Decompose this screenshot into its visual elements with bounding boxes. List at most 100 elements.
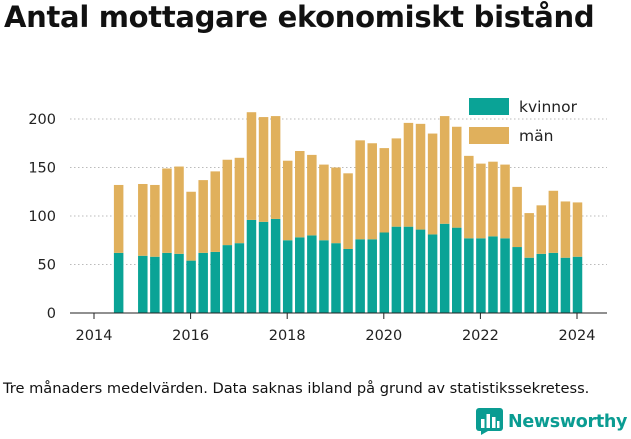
y-tick-label: 100 — [28, 209, 56, 225]
y-tick-label: 0 — [47, 306, 56, 322]
bar-kvinnor — [295, 237, 305, 313]
bar-kvinnor — [427, 234, 438, 313]
bar-man — [355, 140, 365, 240]
bar-kvinnor — [548, 252, 559, 313]
bar-man — [319, 164, 329, 241]
bar-kvinnor — [222, 245, 233, 313]
bar-kvinnor — [186, 260, 196, 313]
bar-chart-logo-icon — [476, 408, 503, 435]
bar-man — [258, 117, 269, 222]
bar-man — [174, 166, 184, 254]
bar-man — [150, 184, 160, 257]
bar-kvinnor — [572, 256, 583, 313]
bars — [113, 112, 583, 313]
bar-kvinnor — [379, 232, 390, 313]
bar-kvinnor — [162, 252, 172, 313]
axes: 0 50 100 150 200 2014 2016 2018 2020 2022 2024 — [28, 112, 607, 344]
bar-man — [439, 116, 450, 224]
bar-kvinnor — [282, 240, 293, 313]
bar-kvinnor — [415, 229, 426, 313]
chart: 0 50 100 150 200 2014 2016 2018 2020 2022 2024 kvi… — [28, 98, 607, 344]
bar-man — [548, 190, 559, 253]
chart-caption: Tre månaders medelvärden. Data saknas ib… — [3, 380, 590, 397]
bar-man — [488, 161, 498, 237]
bar-kvinnor — [355, 239, 365, 313]
x-tick-label: 2018 — [269, 328, 306, 344]
bar-kvinnor — [488, 236, 498, 313]
bar-man — [331, 167, 341, 244]
legend-label-kvinnor: kvinnor — [519, 98, 578, 116]
bar-man — [222, 159, 233, 246]
bar-kvinnor — [210, 251, 220, 313]
y-tick-label: 200 — [28, 112, 56, 128]
bar-man — [307, 154, 317, 236]
bar-man — [379, 148, 390, 233]
bar-man — [536, 205, 547, 254]
y-tick-label: 150 — [28, 161, 56, 177]
bar-man — [138, 183, 148, 256]
bar-man — [427, 133, 438, 235]
bar-kvinnor — [343, 248, 353, 313]
bar-man — [270, 116, 281, 219]
bar-man — [572, 202, 583, 257]
bar-kvinnor — [476, 238, 486, 313]
y-tick-label: 50 — [38, 258, 56, 274]
bar-man — [452, 126, 462, 228]
bar-kvinnor — [452, 227, 462, 313]
bar-kvinnor — [234, 243, 245, 313]
brand-name: Newsworthy — [508, 411, 628, 432]
x-tick-label: 2016 — [172, 328, 209, 344]
bar-man — [198, 180, 208, 253]
bar-kvinnor — [150, 256, 160, 313]
x-tick-label: 2022 — [462, 328, 499, 344]
bar-man — [500, 164, 510, 239]
bar-kvinnor — [391, 226, 402, 313]
bar-kvinnor — [439, 223, 450, 313]
bar-man — [560, 201, 571, 258]
x-tick-label: 2014 — [76, 328, 113, 344]
bar-kvinnor — [512, 247, 522, 313]
bar-kvinnor — [138, 255, 148, 313]
x-tick-label: 2024 — [559, 328, 596, 344]
legend-label-man: män — [519, 127, 553, 145]
bar-kvinnor — [536, 253, 547, 313]
bar-man — [524, 213, 534, 258]
legend-swatch-kvinnor — [469, 98, 509, 115]
bar-man — [415, 123, 426, 230]
bar-man — [113, 184, 124, 253]
bar-kvinnor — [403, 226, 414, 313]
bar-kvinnor — [464, 238, 474, 313]
newsworthy-brand: Newsworthy — [476, 408, 627, 435]
legend: kvinnor män — [469, 98, 578, 145]
bar-kvinnor — [198, 252, 208, 313]
bar-man — [403, 122, 414, 227]
bar-man — [295, 151, 305, 238]
bar-kvinnor — [258, 221, 269, 313]
legend-swatch-man — [469, 127, 509, 144]
bar-man — [246, 112, 257, 220]
bar-man — [391, 138, 402, 227]
bar-man — [367, 143, 377, 240]
bar-man — [186, 191, 196, 261]
bar-kvinnor — [319, 240, 329, 313]
bar-kvinnor — [560, 257, 571, 313]
bar-kvinnor — [307, 235, 317, 313]
bar-man — [234, 157, 245, 244]
bar-man — [282, 160, 293, 241]
bar-kvinnor — [113, 252, 124, 313]
bar-man — [512, 186, 522, 248]
bar-man — [210, 171, 220, 252]
bar-kvinnor — [246, 219, 257, 313]
bar-kvinnor — [174, 253, 184, 313]
bar-man — [162, 168, 172, 253]
bar-man — [343, 173, 353, 249]
bar-kvinnor — [524, 257, 534, 313]
bar-kvinnor — [270, 218, 281, 313]
chart-title: Antal mottagare ekonomiskt bistånd — [4, 0, 595, 34]
bar-kvinnor — [331, 243, 341, 313]
bar-man — [464, 155, 474, 239]
bar-kvinnor — [500, 238, 510, 313]
x-tick-label: 2020 — [365, 328, 402, 344]
bar-man — [476, 163, 486, 239]
bar-kvinnor — [367, 239, 377, 313]
